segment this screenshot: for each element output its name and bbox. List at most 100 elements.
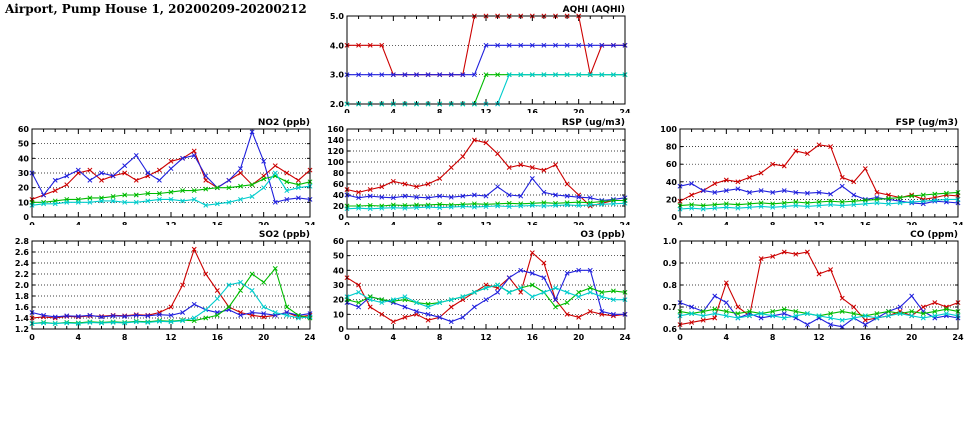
no2-plot-svg: 048121620240102030405060NO2 (ppb): [0, 113, 316, 235]
svg-text:4: 4: [724, 333, 730, 342]
svg-text:24: 24: [619, 108, 631, 117]
svg-text:20: 20: [258, 333, 270, 342]
svg-text:0: 0: [29, 333, 35, 342]
svg-text:60: 60: [333, 237, 345, 246]
svg-text:24: 24: [952, 333, 964, 342]
o3-plot-svg: 0 4 8 12 16 20 24 0 10 20 30 40 50 60 O3 (ppb): [315, 225, 631, 347]
svg-text:0: 0: [338, 325, 344, 334]
svg-text:0: 0: [344, 108, 350, 117]
svg-text:80: 80: [333, 169, 345, 178]
svg-text:16: 16: [860, 333, 872, 342]
svg-text:0.9: 0.9: [663, 259, 678, 268]
o3-chart-title: O3 (ppb): [580, 230, 625, 240]
svg-text:20: 20: [333, 202, 345, 211]
gridlines: [680, 262, 958, 308]
aqhi-chart-title: AQHI (AQHI): [563, 5, 625, 15]
svg-text:120: 120: [327, 147, 344, 156]
svg-text:2.2: 2.2: [15, 270, 29, 279]
svg-text:1.0: 1.0: [663, 237, 678, 246]
no2-chart-title: NO2 (ppb): [258, 118, 310, 128]
svg-text:20: 20: [906, 333, 918, 342]
chart-rsp: 04812162024020406080100120140160RSP (ug/…: [315, 113, 631, 235]
svg-text:2.0: 2.0: [15, 281, 30, 290]
svg-text:1.4: 1.4: [15, 314, 30, 323]
svg-text:5.0: 5.0: [330, 12, 345, 21]
svg-text:40: 40: [333, 266, 345, 275]
svg-text:40: 40: [333, 191, 345, 200]
svg-text:12: 12: [480, 333, 491, 342]
svg-text:30: 30: [18, 169, 30, 178]
svg-text:0.8: 0.8: [663, 281, 678, 290]
svg-text:40: 40: [666, 178, 678, 187]
svg-text:4: 4: [391, 333, 397, 342]
aqhi-plot-svg: 0 4 8 12 16 20 24 2.0 3.0 4.0 5.0 AQHI (AQHI): [315, 0, 631, 122]
svg-text:0: 0: [671, 213, 677, 222]
rsp-chart-title: RSP (ug/m3): [562, 118, 625, 128]
svg-text:10: 10: [333, 310, 345, 319]
chart-o3: 0 4 8 12 16 20 24 0 10 20 30 40 50 60 O3 (ppb): [315, 225, 631, 347]
svg-text:60: 60: [18, 125, 30, 134]
fsp-plot-svg: 04812162024020406080100FSP (ug/m3): [648, 113, 964, 235]
svg-text:100: 100: [327, 158, 344, 167]
axis-labels: 0 4 8 12 16 20 24 2.0 3.0 4.0 5.0: [330, 12, 631, 117]
svg-text:12: 12: [480, 108, 491, 117]
svg-text:24: 24: [619, 333, 631, 342]
series-cyan: [29, 170, 313, 208]
svg-text:16: 16: [212, 333, 224, 342]
svg-text:0.7: 0.7: [663, 303, 677, 312]
svg-text:2.8: 2.8: [15, 237, 30, 246]
svg-text:20: 20: [666, 195, 678, 204]
axis-labels: 0 4 8 12 16 20 24 1.2 1.4 1.6 1.8 2.0 2.2 2.4 2.6 2.8: [15, 237, 316, 342]
svg-text:50: 50: [333, 252, 345, 261]
svg-text:160: 160: [327, 125, 344, 134]
svg-text:30: 30: [333, 281, 345, 290]
svg-text:12: 12: [813, 333, 824, 342]
svg-text:20: 20: [573, 108, 585, 117]
gridlines: [680, 146, 958, 200]
svg-text:0: 0: [677, 333, 683, 342]
svg-text:4: 4: [391, 108, 397, 117]
svg-text:12: 12: [165, 333, 176, 342]
so2-chart-title: SO2 (ppb): [259, 230, 310, 240]
svg-text:0: 0: [23, 213, 29, 222]
svg-text:60: 60: [333, 180, 345, 189]
series-green: [29, 173, 313, 205]
series-green: [677, 189, 961, 209]
svg-text:1.6: 1.6: [15, 303, 30, 312]
svg-text:2.6: 2.6: [15, 248, 30, 257]
svg-text:16: 16: [527, 108, 539, 117]
svg-text:0.6: 0.6: [663, 325, 678, 334]
svg-text:20: 20: [18, 184, 30, 193]
svg-text:1.8: 1.8: [15, 292, 30, 301]
svg-text:20: 20: [333, 296, 345, 305]
chart-so2: 0 4 8 12 16 20 24 1.2 1.4 1.6 1.8 2.0 2.2 2.4 2.6 2.8 SO…: [0, 225, 316, 347]
so2-plot-svg: 0 4 8 12 16 20 24 1.2 1.4 1.6 1.8 2.0 2.2 2.4 2.6 2.8 SO…: [0, 225, 316, 347]
svg-text:140: 140: [327, 136, 344, 145]
chart-co: 0 4 8 12 16 20 24 0.6 0.7 0.8 0.9 1.0 CO (ppm): [648, 225, 964, 347]
svg-text:50: 50: [18, 140, 30, 149]
co-plot-svg: 0 4 8 12 16 20 24 0.6 0.7 0.8 0.9 1.0 CO (ppm): [648, 225, 964, 347]
svg-text:4: 4: [76, 333, 82, 342]
svg-text:8: 8: [770, 333, 776, 342]
svg-text:1.2: 1.2: [15, 325, 29, 334]
svg-text:60: 60: [666, 160, 678, 169]
co-chart-title: CO (ppm): [910, 230, 958, 240]
svg-text:4.0: 4.0: [330, 41, 345, 50]
svg-text:2.4: 2.4: [15, 259, 30, 268]
svg-text:3.0: 3.0: [330, 71, 345, 80]
page-title: Airport, Pump House 1, 20200209-20200212: [5, 2, 307, 16]
svg-text:8: 8: [122, 333, 128, 342]
svg-text:80: 80: [666, 143, 678, 152]
svg-text:0: 0: [338, 213, 344, 222]
svg-text:16: 16: [527, 333, 539, 342]
series-cyan: [344, 282, 628, 310]
svg-text:24: 24: [304, 333, 316, 342]
svg-text:8: 8: [437, 108, 443, 117]
fsp-chart-title: FSP (ug/m3): [896, 118, 958, 128]
chart-fsp: 04812162024020406080100FSP (ug/m3): [648, 113, 964, 235]
svg-text:0: 0: [344, 333, 350, 342]
svg-text:10: 10: [18, 198, 30, 207]
svg-text:40: 40: [18, 154, 30, 163]
chart-no2: 048121620240102030405060NO2 (ppb): [0, 113, 316, 235]
